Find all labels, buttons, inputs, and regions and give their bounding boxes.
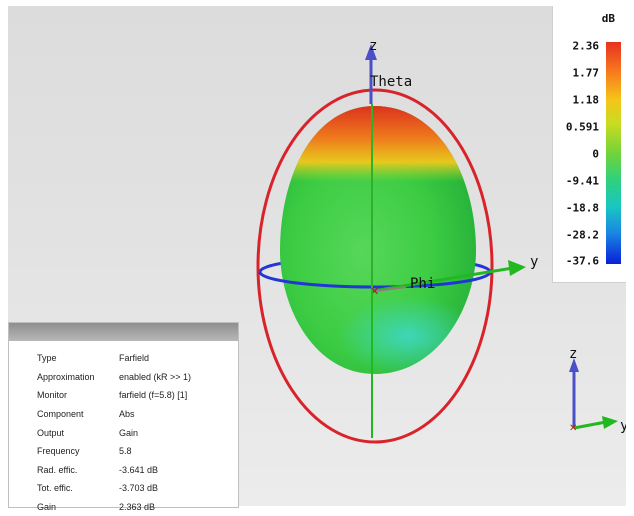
y-axis-arrowhead (508, 260, 526, 276)
info-row-rad-effic: Rad. effic. -3.641 dB (37, 461, 238, 480)
info-value: 2.363 dB (119, 502, 156, 513)
y-axis-line (372, 266, 514, 293)
info-value: enabled (kR >> 1) (119, 371, 192, 382)
colorbar-label: 1.18 (572, 93, 600, 107)
info-key: Component (37, 409, 84, 420)
orientation-triad: ✕ z y (569, 346, 626, 434)
z-axis-arrowhead (365, 44, 377, 60)
info-row-approximation: Approximation enabled (kR >> 1) (37, 368, 238, 387)
svg-text:✕: ✕ (569, 423, 577, 434)
colorbar-label: 1.77 (572, 66, 600, 80)
colorbar-label: 2.36 (572, 39, 600, 53)
colorbar-label: -37.6 (565, 254, 599, 268)
info-panel-header (9, 323, 238, 341)
colorbar-label: -9.41 (565, 174, 599, 188)
info-value: -3.641 dB (119, 464, 159, 475)
info-row-frequency: Frequency 5.8 (37, 442, 238, 461)
colorbar-label: -28.2 (565, 228, 599, 242)
info-key: Type (37, 353, 57, 364)
z-axis-label: z (369, 38, 377, 54)
info-value: Gain (119, 427, 139, 438)
info-row-tot-effic: Tot. effic. -3.703 dB (37, 479, 238, 498)
info-row-gain: Gain 2.363 dB (37, 498, 238, 516)
info-key: Monitor (37, 390, 68, 401)
info-key: Output (37, 427, 65, 438)
info-value: 5.8 (119, 446, 132, 457)
farfield-info-panel: Type Farfield Approximation enabled (kR … (8, 322, 239, 512)
info-key: Tot. effic. (37, 483, 73, 494)
info-value: Abs (119, 409, 135, 420)
farfield-pattern-scene[interactable]: z Theta y Phi ✕ ✕ z y (8, 6, 626, 506)
info-key: Rad. effic. (37, 464, 78, 475)
info-key: Gain (37, 502, 57, 513)
colorbar-label: 0.591 (565, 120, 599, 134)
radiation-pattern-surface (280, 106, 476, 374)
info-row-monitor: Monitor farfield (f=5.8) [1] (37, 386, 238, 405)
triad-z-label: z (569, 346, 577, 362)
theta-axis-label: Theta (370, 74, 412, 90)
e-plane-circle (256, 88, 494, 444)
colorbar-gradient (606, 42, 621, 264)
info-row-component: Component Abs (37, 405, 238, 424)
colorbar-legend: dB 2.36 1.77 1.18 0.591 0 -9.41 -18.8 -2… (552, 6, 626, 283)
colorbar-label: 0 (592, 147, 599, 161)
triad-y-label: y (620, 418, 626, 434)
info-value: Farfield (119, 353, 150, 364)
h-plane-circle-front (258, 271, 492, 289)
info-row-type: Type Farfield (37, 349, 238, 368)
colorbar-label: -18.8 (565, 201, 599, 215)
info-value: farfield (f=5.8) [1] (119, 390, 188, 401)
info-key: Approximation (37, 371, 95, 382)
phi-axis-label: Phi (410, 276, 435, 292)
colorbar-unit: dB (601, 12, 615, 25)
info-key: Frequency (37, 446, 80, 457)
info-row-output: Output Gain (37, 423, 238, 442)
origin-marker-icon: ✕ (370, 286, 379, 298)
info-value: -3.703 dB (119, 483, 159, 494)
y-axis-label: y (530, 254, 538, 270)
